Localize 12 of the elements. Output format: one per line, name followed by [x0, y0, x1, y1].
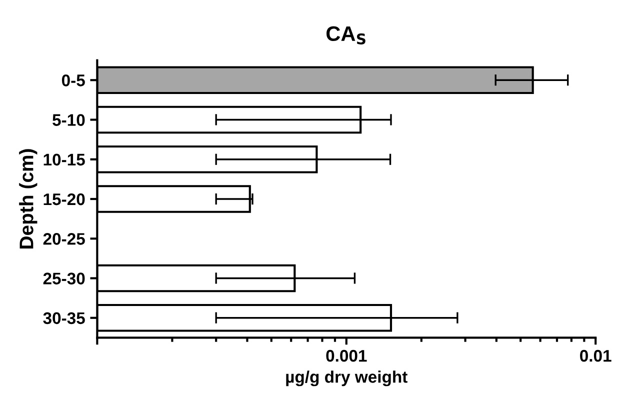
y-tick-label: 30-35 [43, 312, 85, 324]
y-tick-label: 0-5 [62, 74, 85, 86]
x-tick-label: 0.01 [580, 350, 612, 362]
y-tick-label: 20-25 [43, 233, 85, 245]
y-tick-label: 15-20 [44, 193, 85, 206]
y-tick-label: 25-30 [43, 272, 85, 284]
y-tick-label: 10-15 [44, 154, 85, 166]
chart-title: CA$_{S}$ [326, 26, 366, 44]
x-axis-title: µg/g dry weight [286, 370, 408, 386]
y-axis-title: Depth (cm) [19, 149, 38, 248]
x-tick-label: 0.001 [326, 350, 367, 362]
y-tick-label: 5-10 [52, 114, 85, 126]
